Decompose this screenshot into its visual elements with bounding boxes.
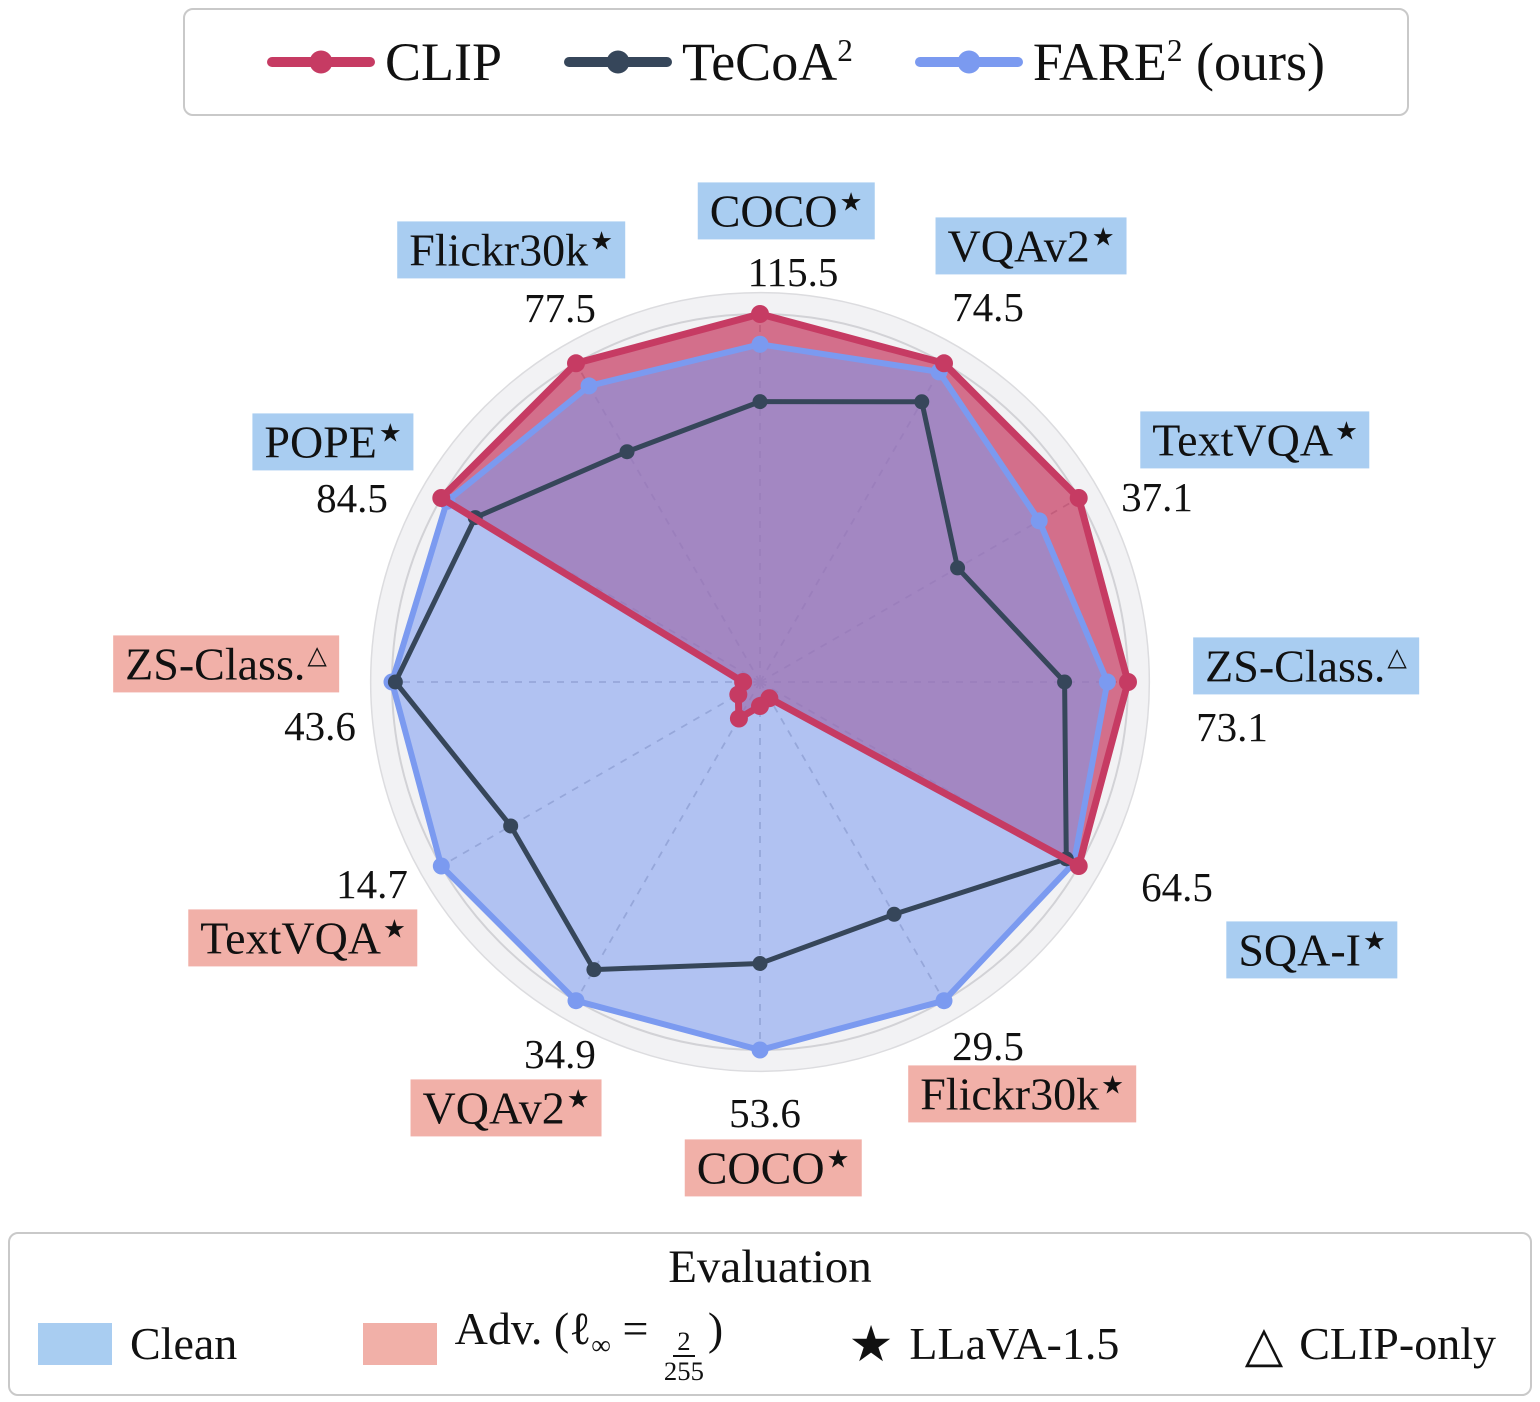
legend-item-adversarial: Adv. (ℓ∞ = 2 255)	[362, 1302, 724, 1387]
ell-infinity-symbol: ℓ	[569, 1303, 592, 1354]
clip-dot-icon	[309, 50, 333, 74]
series-fill-fare2	[392, 344, 1108, 1050]
legend-item-tecoa: TeCoA2	[564, 31, 853, 93]
clean-swatch-icon	[38, 1322, 112, 1365]
legend-item-clean: Clean	[38, 1317, 237, 1370]
evaluation-legend-row: Clean Adv. (ℓ∞ = 2 255) ★ LLaVA-1.5 △ CLI…	[10, 1294, 1530, 1385]
clip-only-label: CLIP-only	[1299, 1318, 1496, 1370]
llava-label: LLaVA-1.5	[909, 1318, 1120, 1370]
tecoa-line-icon	[564, 50, 672, 74]
fare-dot-icon	[957, 50, 981, 74]
star-icon: ★	[848, 1314, 894, 1373]
triangle-icon: △	[1244, 1314, 1284, 1373]
evaluation-legend-title: Evaluation	[668, 1241, 872, 1293]
legend-item-clip-only: △ CLIP-only	[1245, 1315, 1496, 1373]
clip-line-icon	[266, 50, 375, 74]
tecoa-dot-icon	[606, 50, 630, 74]
series-legend: CLIP TeCoA2 FARE2 (ours)	[183, 8, 1409, 116]
legend-label-clip: CLIP	[384, 32, 502, 92]
fraction-2-255: 2 255	[663, 1326, 704, 1387]
legend-label-tecoa: TeCoA2	[682, 32, 853, 92]
legend-label-fare: FARE2 (ours)	[1032, 32, 1326, 92]
legend-item-fare: FARE2 (ours)	[914, 31, 1326, 93]
legend-item-clip: CLIP	[266, 31, 502, 93]
clean-label: Clean	[130, 1318, 238, 1370]
series-line-clip	[432, 305, 1137, 875]
adversarial-swatch-icon	[362, 1322, 437, 1365]
adversarial-label: Adv. (ℓ∞ = 2 255)	[454, 1303, 724, 1387]
evaluation-legend: Evaluation Clean Adv. (ℓ∞ = 2 255) ★ LLaV…	[8, 1232, 1532, 1396]
fare-line-icon	[914, 50, 1023, 74]
legend-item-llava: ★ LLaVA-1.5	[849, 1315, 1120, 1373]
